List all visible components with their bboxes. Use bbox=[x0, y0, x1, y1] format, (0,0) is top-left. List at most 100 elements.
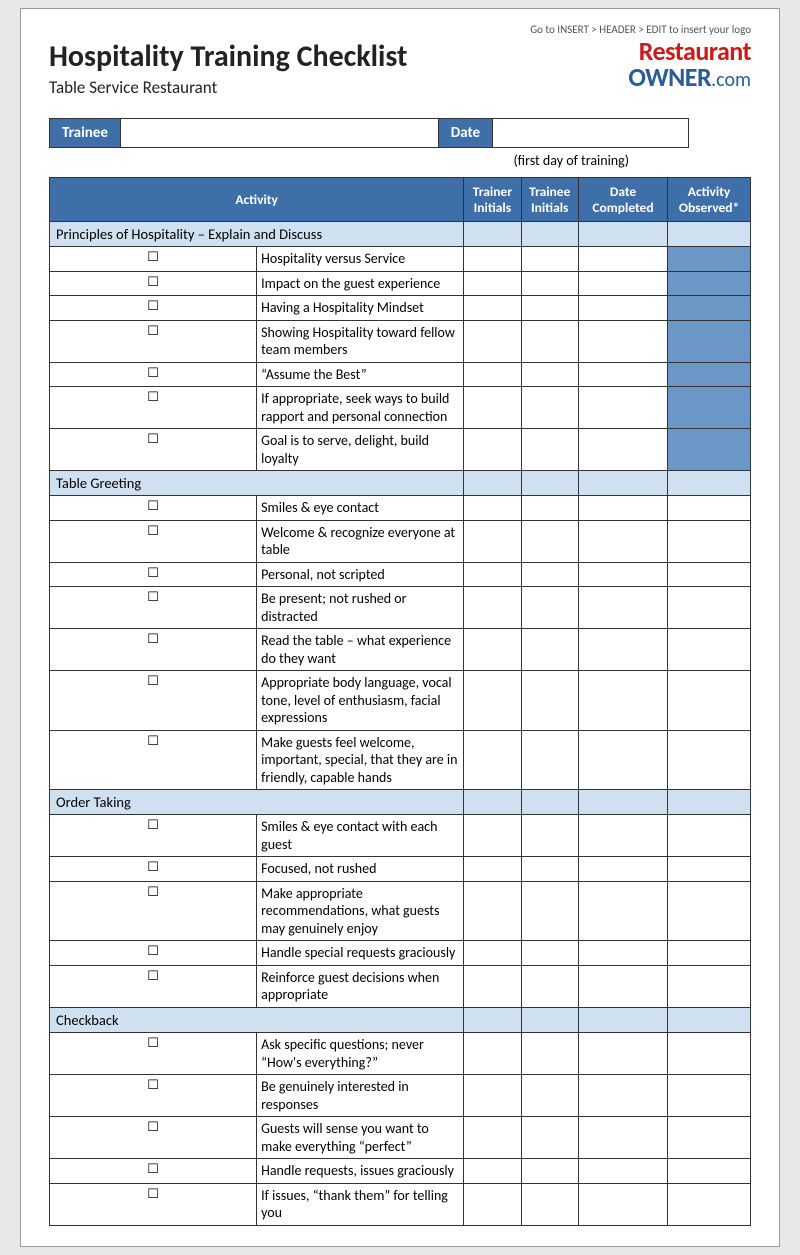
input-cell[interactable] bbox=[578, 857, 667, 882]
checkbox-cell[interactable]: ☐ bbox=[50, 362, 257, 387]
checkbox-cell[interactable]: ☐ bbox=[50, 320, 257, 362]
observed-cell[interactable] bbox=[668, 587, 751, 629]
observed-cell[interactable] bbox=[668, 941, 751, 966]
input-cell[interactable] bbox=[578, 271, 667, 296]
input-cell[interactable] bbox=[464, 815, 521, 857]
checkbox-cell[interactable]: ☐ bbox=[50, 562, 257, 587]
checkbox-cell[interactable]: ☐ bbox=[50, 271, 257, 296]
input-cell[interactable] bbox=[521, 1183, 578, 1225]
input-cell[interactable] bbox=[578, 1033, 667, 1075]
input-cell[interactable] bbox=[464, 320, 521, 362]
input-cell[interactable] bbox=[521, 815, 578, 857]
input-cell[interactable] bbox=[578, 965, 667, 1007]
input-cell[interactable] bbox=[464, 562, 521, 587]
observed-cell[interactable] bbox=[668, 1183, 751, 1225]
input-cell[interactable] bbox=[464, 941, 521, 966]
input-cell[interactable] bbox=[578, 730, 667, 790]
checkbox-cell[interactable]: ☐ bbox=[50, 857, 257, 882]
input-cell[interactable] bbox=[464, 520, 521, 562]
input-cell[interactable] bbox=[578, 496, 667, 521]
checkbox-cell[interactable]: ☐ bbox=[50, 941, 257, 966]
input-cell[interactable] bbox=[578, 1183, 667, 1225]
input-cell[interactable] bbox=[578, 881, 667, 941]
checkbox-cell[interactable]: ☐ bbox=[50, 671, 257, 731]
observed-cell[interactable] bbox=[668, 271, 751, 296]
input-cell[interactable] bbox=[464, 730, 521, 790]
input-cell[interactable] bbox=[464, 296, 521, 321]
input-cell[interactable] bbox=[521, 429, 578, 471]
input-cell[interactable] bbox=[521, 965, 578, 1007]
observed-cell[interactable] bbox=[668, 1117, 751, 1159]
input-cell[interactable] bbox=[578, 1159, 667, 1184]
input-cell[interactable] bbox=[521, 629, 578, 671]
input-cell[interactable] bbox=[521, 730, 578, 790]
observed-cell[interactable] bbox=[668, 429, 751, 471]
observed-cell[interactable] bbox=[668, 965, 751, 1007]
input-cell[interactable] bbox=[464, 1183, 521, 1225]
observed-cell[interactable] bbox=[668, 1159, 751, 1184]
input-cell[interactable] bbox=[578, 520, 667, 562]
observed-cell[interactable] bbox=[668, 362, 751, 387]
input-cell[interactable] bbox=[464, 387, 521, 429]
observed-cell[interactable] bbox=[668, 881, 751, 941]
input-cell[interactable] bbox=[521, 941, 578, 966]
input-cell[interactable] bbox=[464, 965, 521, 1007]
checkbox-cell[interactable]: ☐ bbox=[50, 629, 257, 671]
input-cell[interactable] bbox=[464, 496, 521, 521]
input-cell[interactable] bbox=[521, 247, 578, 272]
input-cell[interactable] bbox=[464, 1075, 521, 1117]
input-cell[interactable] bbox=[521, 857, 578, 882]
checkbox-cell[interactable]: ☐ bbox=[50, 1159, 257, 1184]
input-cell[interactable] bbox=[521, 1159, 578, 1184]
observed-cell[interactable] bbox=[668, 496, 751, 521]
input-cell[interactable] bbox=[521, 1033, 578, 1075]
checkbox-cell[interactable]: ☐ bbox=[50, 881, 257, 941]
trainee-field[interactable] bbox=[121, 119, 439, 147]
input-cell[interactable] bbox=[464, 247, 521, 272]
checkbox-cell[interactable]: ☐ bbox=[50, 1183, 257, 1225]
input-cell[interactable] bbox=[521, 1075, 578, 1117]
observed-cell[interactable] bbox=[668, 296, 751, 321]
observed-cell[interactable] bbox=[668, 520, 751, 562]
input-cell[interactable] bbox=[464, 1033, 521, 1075]
observed-cell[interactable] bbox=[668, 815, 751, 857]
input-cell[interactable] bbox=[521, 496, 578, 521]
checkbox-cell[interactable]: ☐ bbox=[50, 429, 257, 471]
input-cell[interactable] bbox=[578, 815, 667, 857]
checkbox-cell[interactable]: ☐ bbox=[50, 815, 257, 857]
input-cell[interactable] bbox=[578, 629, 667, 671]
input-cell[interactable] bbox=[521, 520, 578, 562]
input-cell[interactable] bbox=[521, 671, 578, 731]
checkbox-cell[interactable]: ☐ bbox=[50, 296, 257, 321]
checkbox-cell[interactable]: ☐ bbox=[50, 247, 257, 272]
checkbox-cell[interactable]: ☐ bbox=[50, 1075, 257, 1117]
input-cell[interactable] bbox=[464, 1117, 521, 1159]
input-cell[interactable] bbox=[464, 1159, 521, 1184]
input-cell[interactable] bbox=[464, 429, 521, 471]
input-cell[interactable] bbox=[464, 629, 521, 671]
observed-cell[interactable] bbox=[668, 730, 751, 790]
input-cell[interactable] bbox=[464, 271, 521, 296]
input-cell[interactable] bbox=[521, 271, 578, 296]
input-cell[interactable] bbox=[578, 362, 667, 387]
input-cell[interactable] bbox=[578, 562, 667, 587]
input-cell[interactable] bbox=[464, 857, 521, 882]
input-cell[interactable] bbox=[578, 296, 667, 321]
observed-cell[interactable] bbox=[668, 1075, 751, 1117]
checkbox-cell[interactable]: ☐ bbox=[50, 1117, 257, 1159]
input-cell[interactable] bbox=[464, 587, 521, 629]
observed-cell[interactable] bbox=[668, 562, 751, 587]
input-cell[interactable] bbox=[521, 296, 578, 321]
input-cell[interactable] bbox=[464, 881, 521, 941]
observed-cell[interactable] bbox=[668, 320, 751, 362]
input-cell[interactable] bbox=[578, 1075, 667, 1117]
input-cell[interactable] bbox=[521, 387, 578, 429]
checkbox-cell[interactable]: ☐ bbox=[50, 520, 257, 562]
observed-cell[interactable] bbox=[668, 629, 751, 671]
input-cell[interactable] bbox=[578, 387, 667, 429]
input-cell[interactable] bbox=[521, 881, 578, 941]
input-cell[interactable] bbox=[464, 671, 521, 731]
input-cell[interactable] bbox=[578, 429, 667, 471]
observed-cell[interactable] bbox=[668, 1033, 751, 1075]
input-cell[interactable] bbox=[578, 247, 667, 272]
